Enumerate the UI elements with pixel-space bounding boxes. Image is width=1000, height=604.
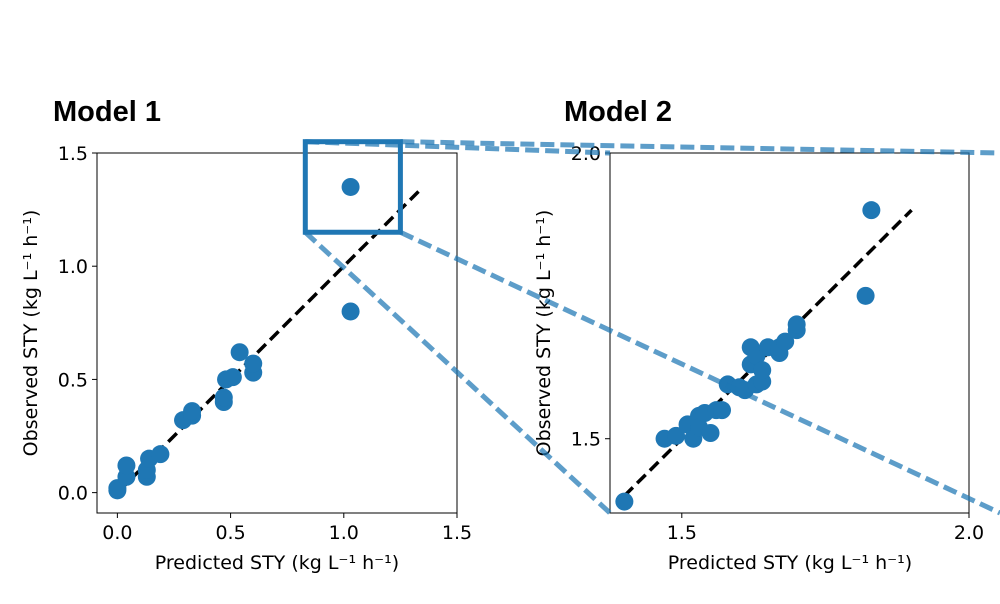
data-point: [151, 445, 170, 464]
y-axis-label: Observed STY (kg L⁻¹ h⁻¹): [20, 210, 42, 457]
data-point: [787, 315, 806, 334]
data-point: [230, 343, 249, 362]
chart-title: Model 1: [53, 96, 161, 128]
chart-title: Model 2: [564, 96, 672, 128]
data-point: [776, 332, 795, 351]
zoom-connector-line: [303, 230, 612, 515]
data-point: [701, 424, 720, 442]
model-2-panel: Model 2 Predicted STY (kg L⁻¹ h⁻¹) Obser…: [533, 96, 984, 574]
x-tick-label: 1.5: [667, 522, 697, 544]
y-tick-label: 1.0: [58, 256, 88, 278]
zoom-box: [302, 139, 403, 235]
y-tick-label: 0.0: [58, 483, 88, 505]
x-tick-label: 2.0: [954, 522, 984, 544]
y-tick-label: 1.5: [58, 143, 88, 165]
zoom-connector-line: [399, 229, 1000, 516]
data-point: [183, 402, 202, 421]
x-tick-label: 0.0: [102, 522, 132, 544]
x-tick-label: 0.5: [215, 522, 245, 544]
data-point: [117, 456, 136, 475]
data-point: [341, 177, 360, 196]
data-point: [341, 302, 360, 321]
data-point: [713, 401, 732, 420]
x-tick-label: 1.5: [442, 522, 472, 544]
data-point: [862, 201, 881, 220]
plot-frame: [96, 152, 458, 514]
x-tick-label: 1.0: [329, 522, 359, 544]
y-axis-label: Observed STY (kg L⁻¹ h⁻¹): [533, 210, 555, 457]
data-point: [214, 388, 233, 407]
data-point: [615, 492, 634, 511]
data-point: [753, 361, 772, 380]
y-tick-label: 0.5: [58, 369, 88, 391]
data-point: [667, 426, 686, 445]
data-point: [244, 354, 263, 373]
data-point: [223, 368, 242, 387]
model-1-panel: Model 1 Predicted STY (kg L⁻¹ h⁻¹) Obser…: [20, 96, 472, 574]
data-point: [856, 286, 875, 305]
x-axis-label: Predicted STY (kg L⁻¹ h⁻¹): [155, 552, 399, 574]
y-tick-label: 1.5: [571, 429, 601, 451]
x-axis-label: Predicted STY (kg L⁻¹ h⁻¹): [668, 552, 912, 574]
